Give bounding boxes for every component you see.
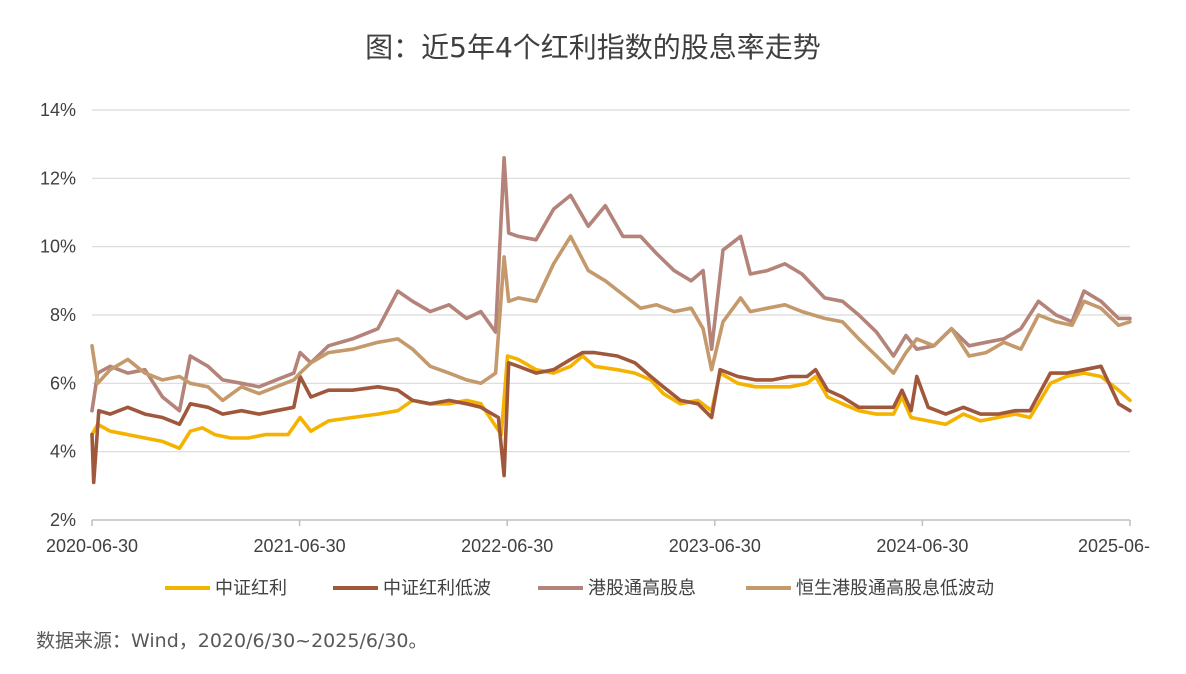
series-line-4 [90,234,1132,403]
chart-title: 图：近5年4个红利指数的股息率走势 [365,31,821,64]
legend-label-1: 中证红利 [215,578,287,599]
line-chart: 2%4%6%8%10%12%14% 2020-06-30 2021-06-30 20… [40,100,1150,599]
x-tick-label: 2025-06- [1078,536,1150,556]
y-tick-label: 6% [50,373,76,393]
source-note: 数据来源：Wind，2020/6/30~2025/6/30。 [36,630,428,652]
x-tick-label: 2023-06-30 [669,536,761,556]
x-axis: 2020-06-30 2021-06-30 2022-06-30 2023-06-30… [46,519,1150,556]
legend: 中证红利 中证红利低波 港股通高股息 恒生港股通高股息低波动 [165,578,994,599]
y-tick-label: 12% [40,168,76,188]
legend-label-2: 中证红利低波 [383,578,491,599]
legend-label-4: 恒生港股通高股息低波动 [796,578,994,599]
series-line-2 [90,350,1132,485]
x-tick-label: 2020-06-30 [46,536,138,556]
y-tick-label: 10% [40,237,76,257]
y-tick-label: 2% [50,510,76,530]
y-tick-label: 4% [50,442,76,462]
y-axis-ticks: 2% 4% 6% 8% 10% 12% 14% [40,100,76,530]
y-tick-label: 14% [40,100,76,120]
x-tick-label: 2022-06-30 [461,536,553,556]
y-tick-label: 8% [50,305,76,325]
series-line-1 [90,354,1132,451]
x-tick-label: 2024-06-30 [876,536,968,556]
legend-label-3: 港股通高股息 [588,578,696,599]
grid-lines [92,109,1130,453]
series-lines [90,156,1132,485]
x-tick-label: 2021-06-30 [254,536,346,556]
